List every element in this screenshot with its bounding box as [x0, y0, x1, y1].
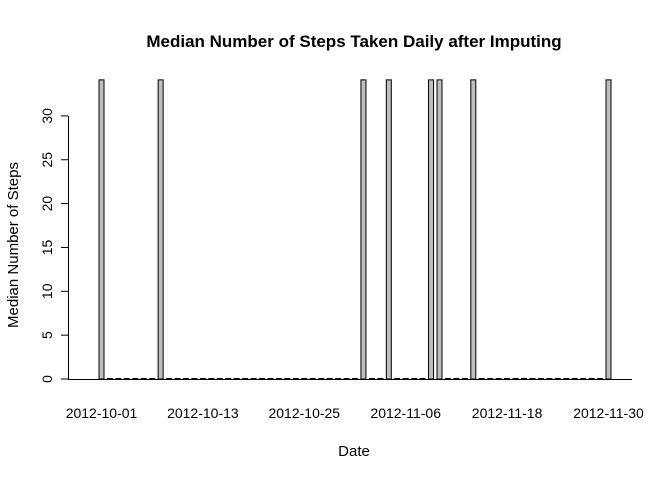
bar	[98, 79, 105, 380]
y-tick-label: 15	[39, 239, 55, 255]
x-tick-label: 2012-10-13	[167, 405, 239, 421]
bar	[385, 79, 392, 380]
bar	[605, 79, 612, 380]
bar	[360, 79, 367, 380]
x-tick-label: 2012-11-30	[573, 405, 644, 421]
bar	[470, 79, 477, 380]
bar	[428, 79, 435, 380]
x-tick-label: 2012-10-01	[66, 405, 138, 421]
bar	[436, 79, 443, 380]
x-tick-label: 2012-11-18	[472, 405, 543, 421]
y-tick-label: 20	[39, 196, 55, 212]
y-ticks-group: 0 5 10 15 20 25 30	[39, 108, 68, 383]
y-tick-label: 10	[39, 283, 55, 299]
y-axis-title: Median Number of Steps	[5, 162, 22, 328]
chart-title: Median Number of Steps Taken Daily after…	[146, 32, 561, 51]
x-axis-title: Date	[338, 443, 370, 460]
y-tick-label: 0	[39, 375, 55, 383]
y-tick-label: 5	[39, 331, 55, 339]
y-tick-label: 25	[39, 152, 55, 168]
x-tick-label: 2012-10-25	[268, 405, 340, 421]
x-ticks-group: 2012-10-01 2012-10-13 2012-10-25 2012-11-06…	[66, 405, 644, 421]
x-tick-label: 2012-11-06	[370, 405, 441, 421]
bar	[157, 79, 164, 380]
bars-group	[98, 79, 612, 380]
y-tick-label: 30	[39, 108, 55, 124]
